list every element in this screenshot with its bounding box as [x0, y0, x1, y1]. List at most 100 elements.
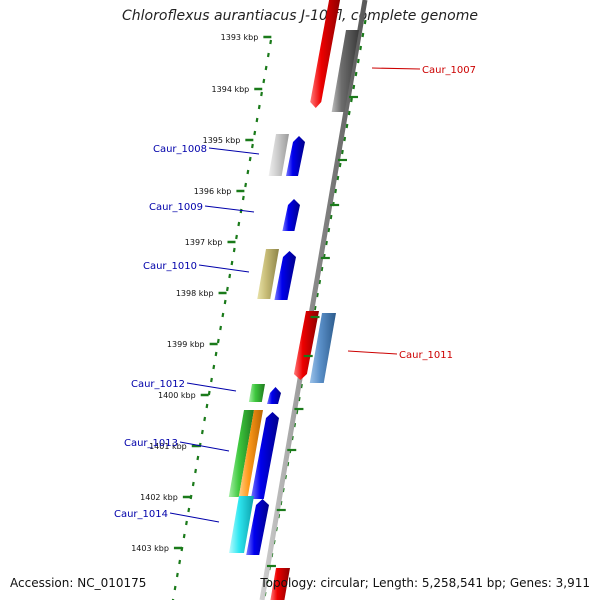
dotted-ring-inner-dot: [248, 156, 252, 162]
dotted-ring-outer-dot: [297, 396, 301, 402]
dotted-ring-outer-dot: [354, 71, 358, 77]
gene-label-caur-1008[interactable]: Caur_1008: [153, 144, 207, 155]
dotted-ring-inner-dot: [230, 260, 234, 266]
gene-label-caur-1014[interactable]: Caur_1014: [114, 509, 168, 520]
gene-caur-1011-cds[interactable]: [293, 311, 319, 380]
gene-label-leader: [347, 350, 398, 355]
dotted-ring-outer-dot: [334, 188, 338, 194]
gene-caur-1013-feature-orange[interactable]: [238, 410, 263, 497]
dotted-ring-outer-dot: [340, 149, 344, 155]
dotted-ring-outer-dot: [359, 45, 363, 51]
gene-caur-1012-feature[interactable]: [248, 384, 265, 402]
gene-label-caur-1012[interactable]: Caur_1012: [131, 379, 185, 390]
dotted-ring-outer-dot: [352, 84, 356, 90]
gene-next-cds[interactable]: [270, 568, 290, 600]
gene-label-leader: [208, 147, 260, 155]
gene-label-caur-1011[interactable]: Caur_1011: [399, 350, 453, 361]
dotted-ring-outer-dot: [338, 162, 342, 168]
dotted-ring-inner-dot: [266, 52, 270, 58]
gene-caur-1008-cds[interactable]: [286, 136, 305, 176]
dotted-ring-inner-dot: [175, 572, 179, 578]
gene-label-caur-1013[interactable]: Caur_1013: [124, 438, 178, 449]
dotted-ring-outer-dot: [300, 383, 303, 389]
dotted-ring-outer-dot: [336, 175, 340, 181]
dotted-ring-inner-dot: [264, 65, 268, 71]
dotted-ring-inner-dot: [223, 299, 227, 305]
kbp-tick-label: 1402 kbp: [140, 493, 178, 502]
gene-label-caur-1007[interactable]: Caur_1007: [422, 65, 476, 76]
dotted-ring-outer-dot: [293, 422, 297, 428]
gene-label-leader: [169, 512, 220, 523]
dotted-ring-inner-dot: [253, 130, 257, 136]
dotted-ring-inner-dot: [212, 364, 216, 370]
gene-caur-1013-cds[interactable]: [250, 412, 279, 499]
dotted-ring-inner-dot: [187, 507, 191, 513]
dotted-ring-outer-dot: [295, 409, 299, 415]
dotted-ring-outer-dot: [343, 136, 347, 142]
dotted-ring-inner-dot: [262, 78, 266, 84]
gene-caur-1009-cds[interactable]: [282, 199, 300, 231]
dotted-ring-inner-dot: [216, 338, 220, 344]
dotted-ring-inner-dot: [219, 325, 223, 331]
gene-caur-1013-feature-green[interactable]: [228, 410, 254, 497]
dotted-ring-inner-dot: [228, 273, 232, 279]
gene-caur-1010-feature[interactable]: [257, 249, 279, 299]
dotted-ring-inner-dot: [203, 416, 207, 422]
dotted-ring-outer-dot: [356, 58, 360, 64]
kbp-tick-label: 1396 kbp: [194, 187, 232, 196]
gene-label-leader: [204, 205, 255, 213]
gene-caur-1014-feature[interactable]: [229, 496, 254, 553]
kbp-tick-label: 1399 kbp: [167, 340, 205, 349]
dotted-ring-inner-dot: [255, 117, 259, 123]
dotted-ring-outer-dot: [325, 240, 328, 246]
gene-caur-1010-cds[interactable]: [274, 251, 296, 300]
gene-label-caur-1009[interactable]: Caur_1009: [149, 202, 203, 213]
dotted-ring-inner-dot: [241, 195, 245, 201]
dotted-ring-outer-dot: [363, 19, 367, 25]
gene-caur-1011-feature[interactable]: [309, 313, 336, 383]
dotted-ring-outer-dot: [361, 32, 365, 38]
kbp-tick-label: 1393 kbp: [221, 33, 259, 42]
dotted-ring-inner-dot: [225, 286, 229, 292]
dotted-ring-inner-dot: [244, 182, 248, 188]
dotted-ring-inner-dot: [269, 39, 273, 45]
gene-caur-1008-feature[interactable]: [268, 134, 289, 176]
dotted-ring-inner-dot: [185, 520, 188, 526]
dotted-ring-outer-dot: [350, 97, 353, 103]
dotted-ring-inner-dot: [205, 403, 209, 409]
dotted-ring-outer-dot: [318, 279, 322, 285]
dotted-ring-inner-dot: [260, 91, 263, 97]
dotted-ring-inner-dot: [210, 377, 213, 383]
gene-caur-1007-feature[interactable]: [331, 30, 359, 112]
gene-caur-1007-cds[interactable]: [310, 0, 341, 108]
gene-caur-1012-cds[interactable]: [267, 387, 281, 404]
kbp-tick-label: 1395 kbp: [203, 136, 241, 145]
dotted-ring-inner-dot: [207, 390, 211, 396]
genome-backbone: [259, 0, 368, 600]
dotted-ring-inner-dot: [232, 247, 236, 253]
kbp-tick-label: 1401 kbp: [149, 442, 187, 451]
dotted-ring-inner-dot: [257, 104, 261, 110]
gene-label-leader: [371, 67, 421, 70]
kbp-tick-label: 1403 kbp: [131, 544, 169, 553]
dotted-ring-inner-dot: [182, 533, 186, 539]
dotted-ring-inner-dot: [189, 494, 193, 500]
dotted-ring-inner-dot: [237, 221, 241, 227]
dotted-ring-inner-dot: [194, 468, 198, 474]
gene-caur-1014-cds[interactable]: [246, 499, 269, 555]
dotted-ring-inner-dot: [239, 208, 243, 214]
dotted-ring-inner-dot: [214, 351, 218, 357]
dotted-ring-inner-dot: [191, 481, 195, 487]
gene-label-leader: [198, 264, 250, 273]
gene-label-caur-1010[interactable]: Caur_1010: [143, 261, 197, 272]
dotted-ring-inner-dot: [173, 585, 177, 591]
kbp-tick-label: 1394 kbp: [212, 85, 250, 94]
dotted-ring-inner-dot: [251, 143, 254, 149]
dotted-ring-inner-dot: [198, 442, 202, 448]
dotted-ring-inner-dot: [221, 312, 225, 318]
kbp-tick-label: 1398 kbp: [176, 289, 214, 298]
dotted-ring-outer-dot: [327, 227, 331, 233]
kbp-tick-label: 1400 kbp: [158, 391, 196, 400]
dotted-ring-outer-dot: [320, 266, 324, 272]
accession-text: Accession: NC_010175: [10, 576, 147, 590]
